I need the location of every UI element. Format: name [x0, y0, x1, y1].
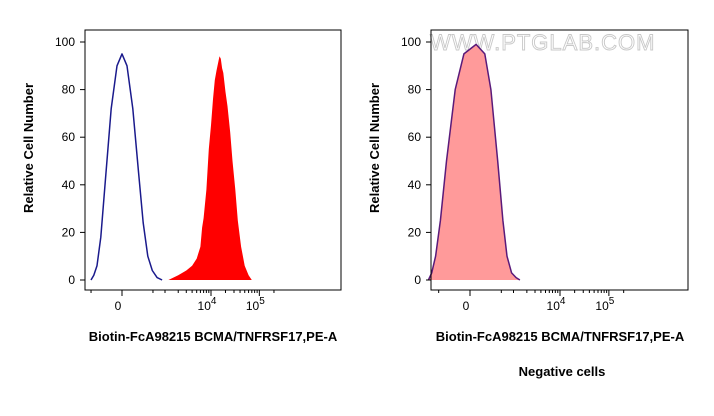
- histogram-panel-left: 0 20 40 60 80 100 0 104 105 Relative Cell Numbe…: [21, 29, 342, 344]
- y-tick-label-left: 60: [62, 130, 76, 144]
- plot-area-right: [427, 43, 521, 281]
- x-tick-label-left: 105: [246, 296, 265, 313]
- y-tick-label-right: 60: [408, 130, 422, 144]
- y-tick-label-right: 40: [408, 178, 422, 192]
- y-axis-title-left: Relative Cell Number: [21, 83, 36, 213]
- plot-area-left: [90, 53, 252, 281]
- histogram-panel-right: 0 20 40 60 80 100 0 104 105 Relative Cell Numbe…: [367, 29, 689, 379]
- x-axis-title-left: Biotin-FcA98215 BCMA/TNFRSF17,PE-A: [89, 329, 338, 344]
- x-tick-label-left: 0: [115, 299, 122, 313]
- y-tick-label-left: 80: [62, 83, 76, 97]
- x-tick-label-right: 0: [463, 299, 470, 313]
- y-tick-label-left: 100: [55, 35, 75, 49]
- watermark-text: WWW.PTGLAB.COM: [430, 30, 655, 55]
- y-tick-label-right: 100: [401, 35, 421, 49]
- y-tick-label-right: 20: [408, 225, 422, 239]
- y-tick-label-left: 0: [68, 273, 75, 287]
- x-axis-title-right: Biotin-FcA98215 BCMA/TNFRSF17,PE-A: [436, 329, 685, 344]
- y-axis-left: 0 20 40 60 80 100: [55, 35, 85, 287]
- y-axis-title-right: Relative Cell Number: [367, 83, 382, 213]
- panel-caption-right: Negative cells: [519, 364, 606, 379]
- x-axis-left: 0 104 105: [90, 290, 275, 313]
- y-tick-label-right: 0: [414, 273, 421, 287]
- x-tick-label-right: 104: [547, 296, 566, 313]
- histogram-left-series-0: [90, 53, 163, 281]
- histogram-right-series-0: [428, 44, 520, 281]
- plot-frame-left: [84, 29, 342, 291]
- x-tick-label-right: 105: [595, 296, 614, 313]
- y-axis-right: 0 20 40 60 80 100: [401, 35, 431, 287]
- y-tick-label-left: 20: [62, 225, 76, 239]
- histogram-right-series-1: [427, 43, 521, 281]
- x-tick-label-left: 104: [198, 296, 217, 313]
- y-tick-label-right: 80: [408, 83, 422, 97]
- y-tick-label-left: 40: [62, 178, 76, 192]
- histogram-left-series-1: [168, 56, 252, 280]
- x-axis-right: 0 104 105: [438, 290, 625, 313]
